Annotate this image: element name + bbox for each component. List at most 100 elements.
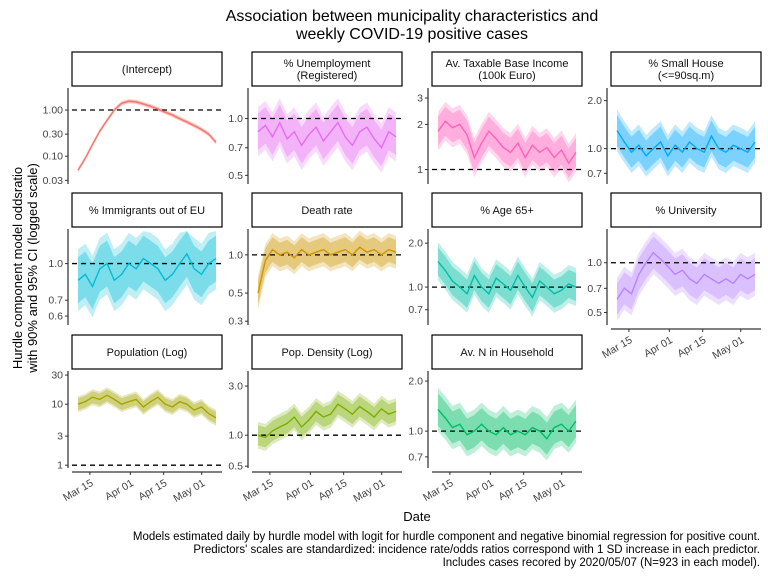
y-tick-label-intercept: 0.30 — [43, 129, 64, 141]
y-tick-label-unemployment-registered: 0.7 — [228, 142, 243, 154]
y-tick-label-university: 0.7 — [587, 283, 602, 295]
strip-label-immigrants-out-of-eu: % Immigrants out of EU — [89, 205, 205, 217]
y-axis-title-line2: with 90% and 95% CI (logged scale) — [25, 163, 40, 374]
x-tick-label-av-n-in-household: Apr 01 — [463, 477, 496, 503]
x-tick-label-pop-density-log: May 01 — [351, 477, 387, 505]
panel-pop-density-log: Pop. Density (Log) 0.5 1.0 3.0 Mar 15 Apr 01 A… — [228, 334, 403, 505]
x-tick-label-pop-density-log: Mar 15 — [241, 477, 275, 504]
y-tick-label-immigrants-out-of-eu: 1.0 — [48, 258, 63, 270]
strip-box-pop-density-log — [251, 334, 403, 370]
caption-line2: Predictors' scales are standardized: inc… — [193, 544, 760, 556]
strip-box-immigrants-out-of-eu — [71, 192, 223, 228]
series-line-av-taxable-base-income-100k-euro — [437, 120, 577, 165]
series-line-immigrants-out-of-eu — [77, 252, 217, 289]
panel-university: % University 0.5 0.7 1.0 Mar 15 Apr 01 Apr 15 M… — [587, 192, 762, 362]
ci95-band-intercept — [78, 99, 216, 173]
ci90-band-av-n-in-household — [438, 393, 576, 455]
y-tick-label-death-rate: 0.5 — [228, 288, 243, 300]
y-tick-label-population-log: 3 — [57, 431, 63, 443]
ci90-band-death-rate — [258, 234, 396, 306]
strip-box-av-n-in-household — [431, 334, 583, 370]
y-tick-label-intercept: 0.10 — [43, 151, 64, 163]
panel-unemployment-registered: % Unemployment(Registered) 0.5 0.7 1.0 — [228, 51, 403, 184]
ci90-band-small-house-90sq-m — [617, 115, 755, 172]
y-tick-label-death-rate: 0.3 — [228, 316, 243, 328]
ci95-band-population-log — [78, 387, 216, 426]
ci90-band-av-taxable-base-income-100k-euro — [438, 106, 576, 178]
y-tick-label-av-n-in-household: 2.0 — [408, 376, 423, 388]
strip-label-av-n-in-household: Av. N in Household — [460, 347, 553, 359]
y-tick-label-age-65: 2.0 — [408, 238, 423, 250]
ci90-band-immigrants-out-of-eu — [78, 231, 216, 310]
ci95-band-av-taxable-base-income-100k-euro — [438, 101, 576, 183]
series-line-av-n-in-household — [437, 409, 577, 440]
y-axis-title-line1: Hurdle component model oddsratio — [10, 167, 25, 369]
series-line-death-rate — [257, 246, 397, 294]
series-line-university — [616, 251, 756, 300]
ci95-band-pop-density-log — [258, 390, 396, 451]
panel-age-65: % Age 65+ 0.7 1.0 2.0 — [408, 192, 583, 325]
ci95-band-university — [617, 231, 755, 321]
x-tick-label-population-log: Apr 01 — [103, 477, 136, 503]
panels-group: (Intercept) 0.03 0.10 0.30 1.00 % Unemploymen… — [43, 51, 762, 505]
series-line-pop-density-log — [257, 403, 397, 439]
caption-line1: Models estimated daily by hurdle model w… — [133, 531, 760, 543]
y-axis-title-group: Hurdle component model oddsratio with 90… — [10, 163, 40, 374]
strip-box-age-65 — [431, 192, 583, 228]
y-tick-label-intercept: 1.00 — [43, 105, 64, 117]
ci95-band-immigrants-out-of-eu — [78, 231, 216, 318]
y-tick-label-population-log: 1 — [57, 460, 63, 472]
y-tick-label-age-65: 0.7 — [408, 304, 423, 316]
strip-label-university: % University — [655, 205, 717, 217]
panel-intercept: (Intercept) 0.03 0.10 0.30 1.00 — [43, 51, 223, 187]
strip-box-death-rate — [251, 192, 403, 228]
y-tick-label-small-house-90sq-m: 2.0 — [587, 95, 602, 107]
series-line-population-log — [77, 394, 217, 419]
strip-box-intercept — [71, 51, 223, 87]
series-line-small-house-90sq-m — [616, 130, 756, 158]
strip-box-unemployment-registered — [251, 51, 403, 87]
x-tick-label-av-n-in-household: Mar 15 — [421, 477, 455, 504]
x-tick-label-university: May 01 — [710, 334, 746, 362]
y-tick-label-age-65: 1.0 — [408, 282, 423, 294]
strip-label-death-rate: Death rate — [301, 205, 352, 217]
y-tick-label-death-rate: 1.0 — [228, 249, 243, 261]
panel-death-rate: Death rate 0.3 0.5 1.0 — [228, 192, 403, 328]
strip-box-population-log — [71, 334, 223, 370]
strip-box-university — [610, 192, 762, 228]
y-tick-label-small-house-90sq-m: 0.7 — [587, 168, 602, 180]
y-tick-label-av-taxable-base-income-100k-euro: 1 — [417, 164, 423, 176]
strip-label-unemployment-registered: (Registered) — [297, 70, 358, 82]
strip-label-av-taxable-base-income-100k-euro: (100k Euro) — [478, 70, 535, 82]
ci90-band-unemployment-registered — [258, 104, 396, 167]
y-tick-label-unemployment-registered: 1.0 — [228, 113, 243, 125]
strip-box-av-taxable-base-income-100k-euro — [431, 51, 583, 87]
x-tick-label-av-n-in-household: May 01 — [531, 477, 567, 505]
x-tick-label-pop-density-log: Apr 15 — [316, 477, 349, 503]
chart-title-line2: weekly COVID-19 positive cases — [295, 26, 528, 43]
y-tick-label-small-house-90sq-m: 1.0 — [587, 143, 602, 155]
ci95-band-unemployment-registered — [258, 98, 396, 173]
ci90-band-age-65 — [438, 247, 576, 312]
caption-line3: Includes cases recored by 2020/05/07 (N=… — [443, 557, 760, 569]
y-tick-label-pop-density-log: 3.0 — [228, 381, 243, 393]
x-axis-title: Date — [403, 509, 430, 524]
y-tick-label-pop-density-log: 1.0 — [228, 430, 243, 442]
y-tick-label-immigrants-out-of-eu: 0.7 — [48, 295, 63, 307]
chart-title-line1: Association between municipality charact… — [226, 8, 599, 25]
x-tick-label-population-log: Mar 15 — [61, 477, 95, 504]
ci95-band-death-rate — [258, 230, 396, 310]
y-tick-label-pop-density-log: 0.5 — [228, 461, 243, 473]
ci95-band-age-65 — [438, 242, 576, 317]
y-tick-label-unemployment-registered: 0.5 — [228, 170, 243, 182]
strip-box-small-house-90sq-m — [610, 51, 762, 87]
x-tick-label-university: Apr 01 — [642, 334, 675, 360]
x-tick-label-university: Mar 15 — [600, 334, 634, 361]
panel-population-log: Population (Log) 1 3 10 30 Mar 15 Apr 01 Apr 15… — [51, 334, 223, 505]
y-tick-label-av-taxable-base-income-100k-euro: 3 — [417, 93, 423, 105]
strip-label-small-house-90sq-m: (<=90sq.m) — [658, 70, 714, 82]
strip-label-unemployment-registered: % Unemployment — [284, 58, 371, 70]
panel-small-house-90sq-m: % Small House(<=90sq.m) 0.7 1.0 2.0 — [587, 51, 762, 184]
